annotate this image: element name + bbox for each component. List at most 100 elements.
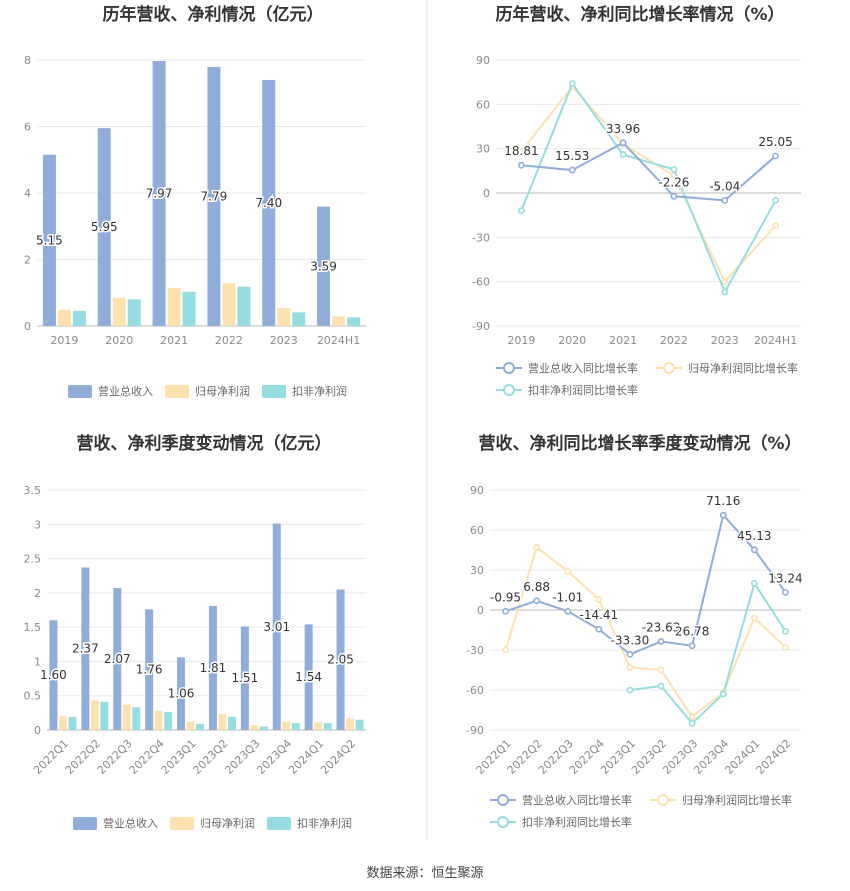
bar-data-label: 1.54 <box>295 670 322 684</box>
x-tick-label: 2019 <box>507 334 535 347</box>
bar-parent-profit <box>90 700 99 730</box>
legend-label: 归母净利润同比增长率 <box>682 793 792 807</box>
line-point <box>750 614 758 622</box>
y-tick-label: 0 <box>34 724 41 737</box>
line-data-label: 25.05 <box>758 135 792 149</box>
line-point <box>502 646 509 654</box>
line-point <box>518 148 525 156</box>
legend-label: 扣非净利润同比增长率 <box>522 815 632 829</box>
bar-revenue <box>207 66 221 327</box>
bar-parent-profit <box>346 718 355 730</box>
y-tick-label: 4 <box>24 187 31 200</box>
line-parent-profit-growth <box>504 545 787 719</box>
bar-parent-profit <box>250 725 259 730</box>
bar-revenue <box>317 206 331 326</box>
legend-swatch <box>68 385 92 398</box>
bar-data-label: 1.51 <box>231 671 258 685</box>
legend-marker <box>657 794 669 806</box>
bar-deducted-profit <box>291 723 300 730</box>
line-point <box>670 192 678 200</box>
x-tick-label: 2023 <box>270 334 298 347</box>
line-point <box>518 161 525 169</box>
line-data-label: -23.63 <box>642 621 681 635</box>
line-point <box>719 511 727 519</box>
x-tick-label: 2024Q2 <box>318 737 358 777</box>
line-data-label: -1.01 <box>552 590 583 604</box>
bar-deducted-profit <box>164 712 173 730</box>
x-tick-label: 2020 <box>558 334 586 347</box>
source-label: 数据来源：恒生聚源 <box>366 866 483 881</box>
legend-label: 扣非净利润同比增长率 <box>528 383 638 397</box>
line-point <box>721 278 729 286</box>
annual-growth-rate-chart: 历年营收、净利同比增长率情况（%） -90 -60 -30 0 30 60 90 2019 202… <box>472 4 801 397</box>
line-point <box>688 719 696 727</box>
line-point <box>564 607 572 615</box>
line-data-label: 26.78 <box>675 625 709 639</box>
line-point <box>595 625 603 633</box>
y-tick-label: -90 <box>472 320 490 333</box>
y-tick-label: 1.5 <box>24 621 42 634</box>
y-tick-label: 2.5 <box>24 553 42 566</box>
y-tick-label: 60 <box>476 98 490 111</box>
bar-data-label: 7.97 <box>146 186 173 200</box>
bar-parent-profit <box>282 721 291 730</box>
line-point <box>688 713 696 721</box>
bar-data-label: 1.06 <box>168 687 195 701</box>
legend-label: 营业总收入 <box>98 384 153 398</box>
bar-data-label: 1.60 <box>40 668 67 682</box>
bar-revenue <box>336 589 345 730</box>
line-point <box>750 579 758 587</box>
x-tick-label: 2022 <box>660 334 688 347</box>
bar-data-label: 3.01 <box>263 620 290 634</box>
y-tick-label: 3 <box>34 518 41 531</box>
quarterly-growth-rate-chart: 营收、净利同比增长率季度变动情况（%）-90-60-3003060902022Q… <box>466 433 804 829</box>
y-tick-label: 2 <box>24 254 31 267</box>
bar-revenue <box>152 60 166 327</box>
line-point <box>782 643 789 651</box>
y-tick-label: 2 <box>34 587 41 600</box>
bar-data-label: 2.05 <box>327 653 354 667</box>
bar-data-label: 2.37 <box>72 642 99 656</box>
line-point <box>626 663 634 671</box>
y-tick-label: 0.5 <box>24 690 42 703</box>
line-point <box>657 682 665 690</box>
bar-data-label: 7.79 <box>201 189 228 203</box>
bar-revenue <box>145 609 154 730</box>
legend-label: 归母净利润 <box>195 384 250 398</box>
line-point <box>688 642 696 650</box>
bar-data-label: 3.59 <box>310 259 337 273</box>
line-revenue-growth <box>505 513 787 656</box>
bar-data-label: 1.76 <box>136 663 163 677</box>
bar-parent-profit <box>154 710 163 730</box>
line-point <box>782 627 789 635</box>
line-point <box>619 151 627 158</box>
line-point <box>568 166 576 174</box>
legend-label: 扣非净利润 <box>297 816 352 830</box>
line-point <box>533 597 541 605</box>
chart-title: 历年营收、净利同比增长率情况（%） <box>495 4 784 25</box>
legend-swatch <box>73 817 97 830</box>
bar-revenue <box>42 154 56 326</box>
bar-parent-profit <box>112 297 126 326</box>
quarterly-revenue-profit-chart: 营收、净利季度变动情况（亿元）00.511.522.533.52022Q1202… <box>24 433 366 830</box>
x-tick-label: 2023 <box>711 334 739 347</box>
y-tick-label: 90 <box>476 54 490 67</box>
line-point <box>533 543 541 551</box>
legend-swatch <box>165 385 189 398</box>
line-point <box>595 595 603 603</box>
line-point <box>782 588 789 596</box>
bar-revenue <box>304 624 313 730</box>
bar-parent-profit <box>277 308 291 326</box>
line-point <box>670 165 678 173</box>
line-point <box>721 288 729 296</box>
line-point <box>719 690 727 698</box>
y-tick-label: 30 <box>476 143 490 156</box>
bar-revenue <box>177 657 186 730</box>
legend-swatch <box>267 817 291 830</box>
bar-deducted-profit <box>355 719 364 730</box>
x-tick-label: 2020 <box>105 334 133 347</box>
line-data-label: 13.24 <box>768 571 802 585</box>
y-tick-label: 8 <box>24 54 31 67</box>
line-data-label: 18.81 <box>504 144 538 158</box>
chart-title: 历年营收、净利情况（亿元） <box>103 4 324 25</box>
